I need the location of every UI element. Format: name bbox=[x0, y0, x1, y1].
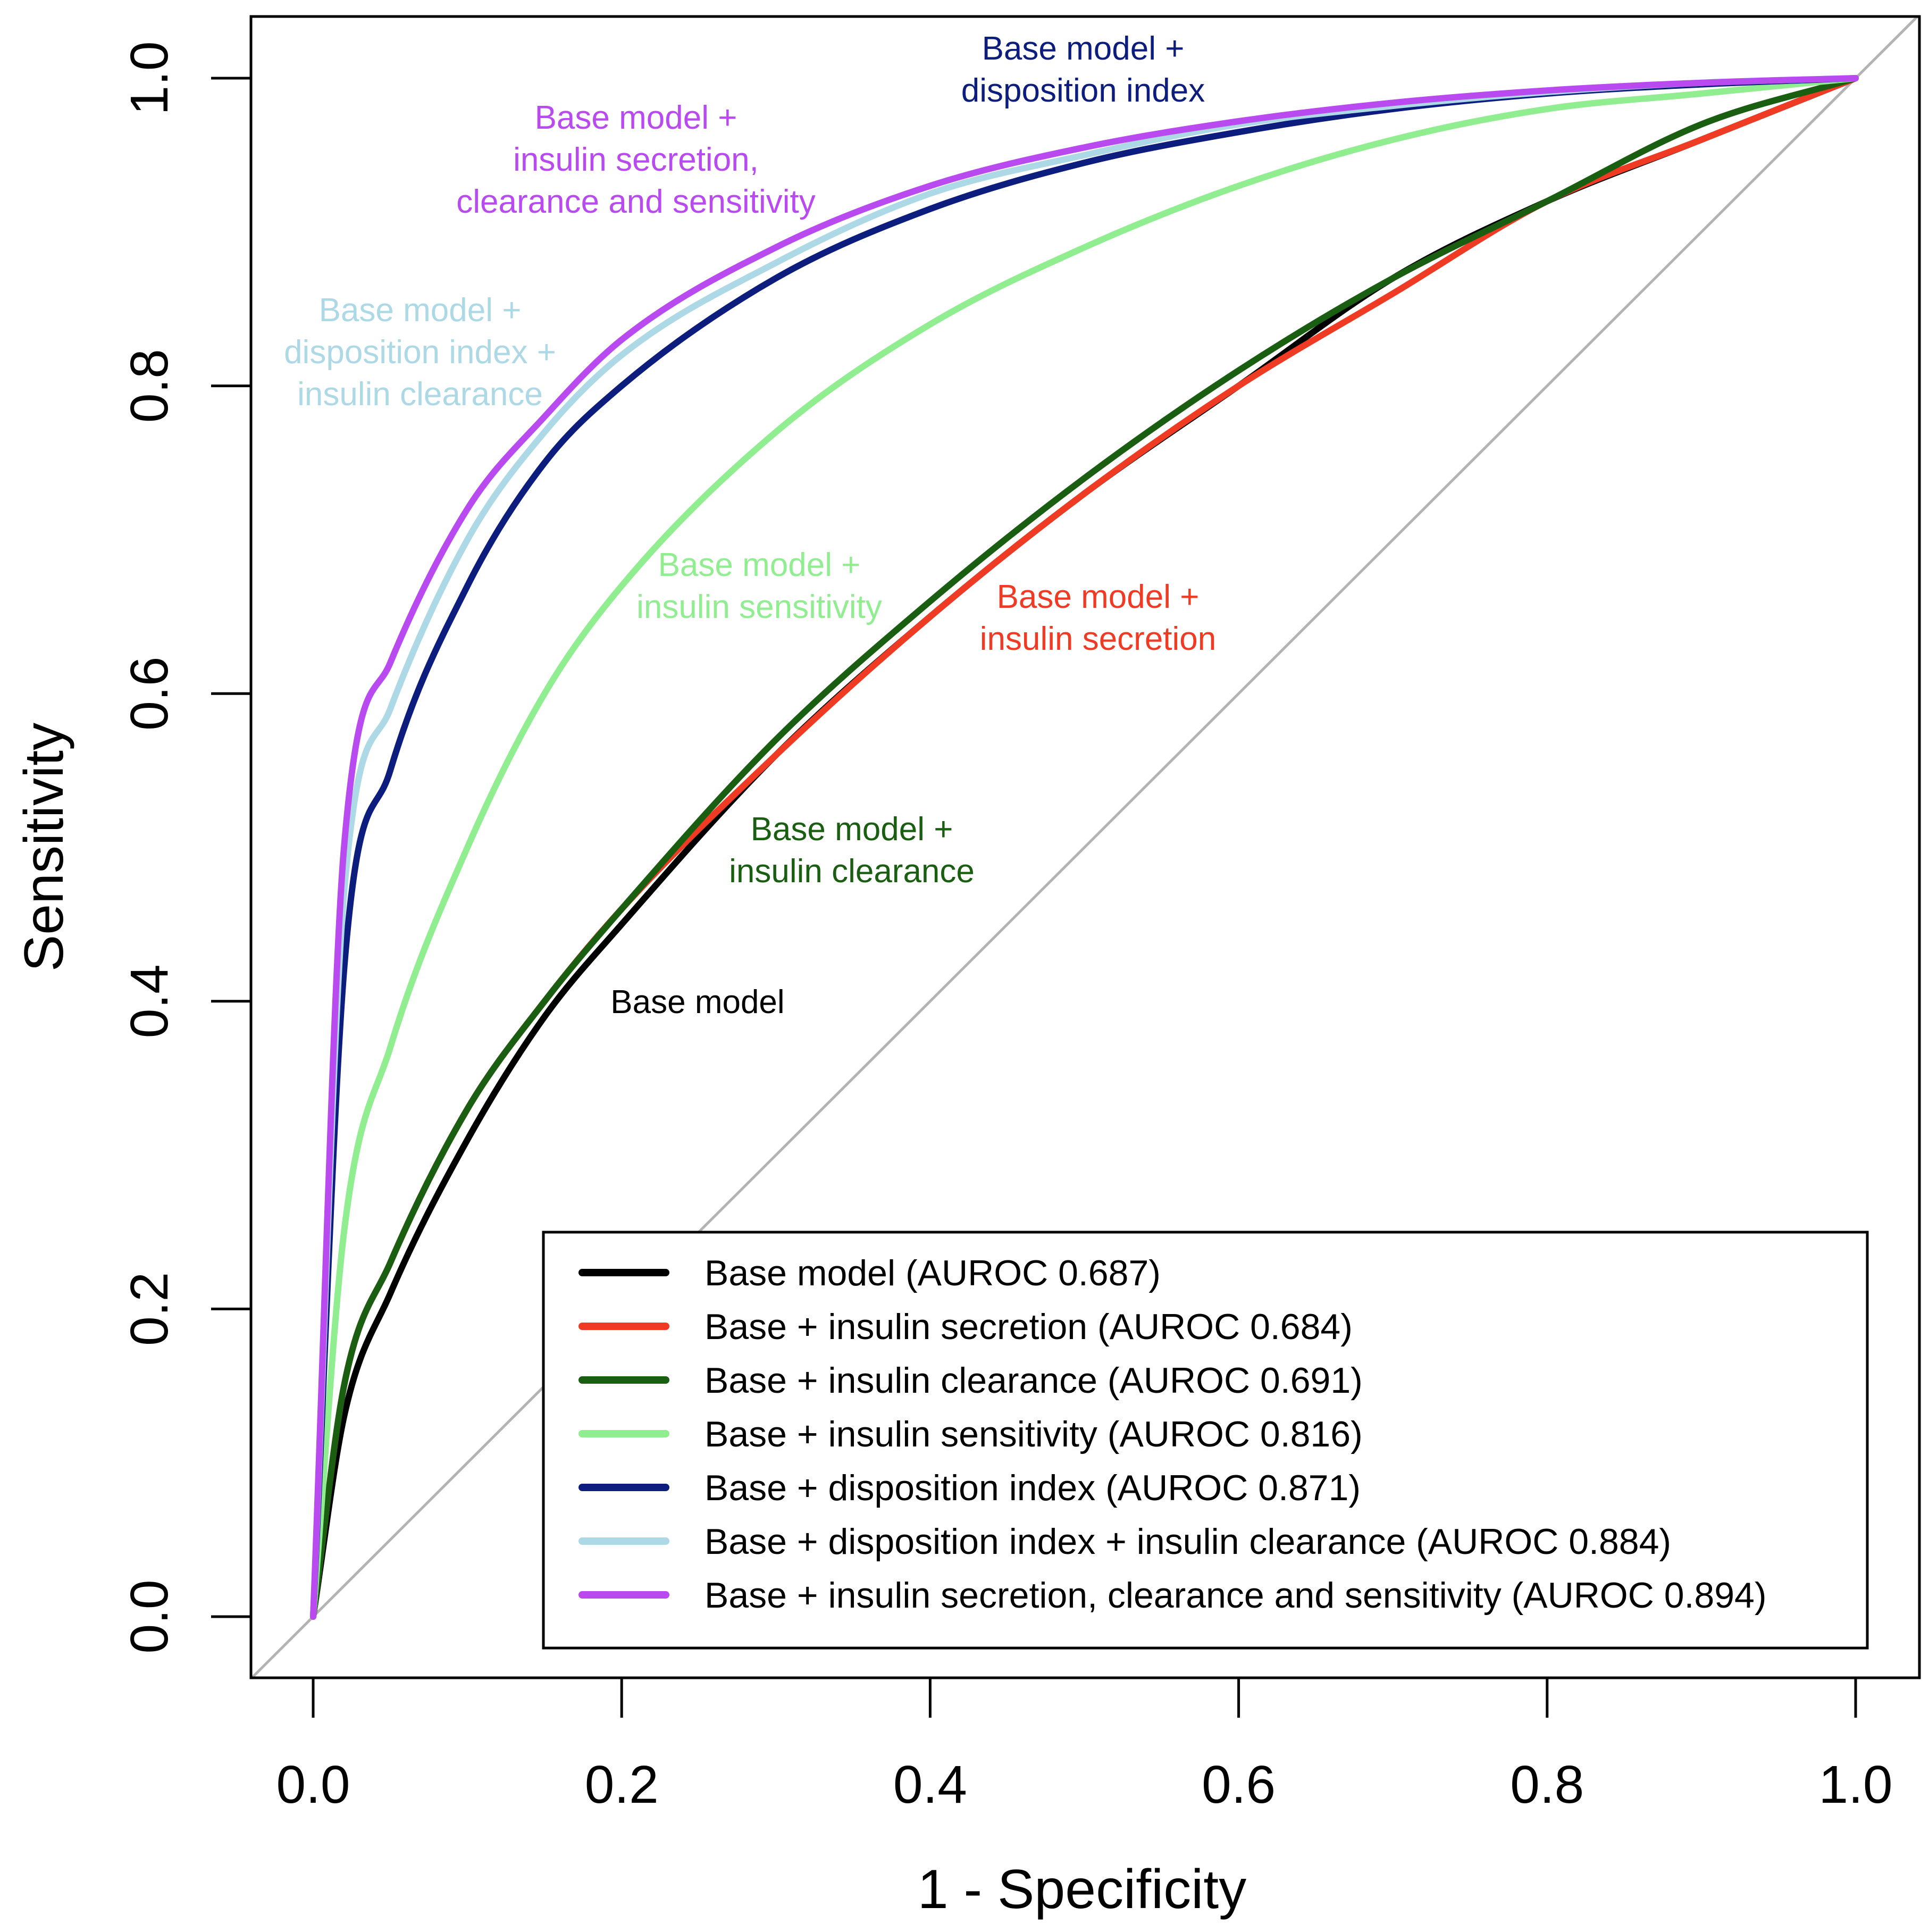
x-tick-label: 0.6 bbox=[1202, 1755, 1276, 1814]
curve-label-series-0: Base model bbox=[610, 984, 784, 1021]
y-tick-label: 0.0 bbox=[120, 1579, 179, 1653]
curve-label-series-5: Base model + bbox=[319, 292, 522, 329]
roc-curve-series-2 bbox=[310, 75, 1859, 1620]
curve-label-series-2: Base model + bbox=[751, 811, 953, 848]
curve-labels: Base model Base model + insulin secretion B… bbox=[284, 30, 1216, 1021]
x-tick-label: 1.0 bbox=[1818, 1755, 1892, 1814]
legend-label-series-2: Base + insulin clearance (AUROC 0.691) bbox=[704, 1360, 1363, 1401]
y-tick-label: 0.6 bbox=[120, 657, 179, 731]
curve-label-series-5: disposition index + bbox=[284, 334, 556, 371]
curve-label-series-5: insulin clearance bbox=[297, 376, 543, 413]
y-tick-label: 1.0 bbox=[120, 41, 179, 115]
curve-label-series-3: Base model + bbox=[658, 547, 861, 583]
x-tick-label: 0.0 bbox=[276, 1755, 350, 1814]
roc-curve-series-3 bbox=[310, 75, 1859, 1620]
curve-label-series-3: insulin sensitivity bbox=[636, 589, 882, 625]
plot-frame bbox=[249, 15, 1921, 1679]
curve-label-series-1: insulin secretion bbox=[980, 621, 1217, 657]
y-tick-label: 0.2 bbox=[120, 1272, 179, 1346]
curve-label-series-4: disposition index bbox=[961, 72, 1205, 109]
legend-label-series-1: Base + insulin secretion (AUROC 0.684) bbox=[704, 1307, 1353, 1347]
curve-label-series-6: insulin secretion, bbox=[513, 141, 759, 178]
legend-label-series-3: Base + insulin sensitivity (AUROC 0.816) bbox=[704, 1414, 1363, 1454]
curve-label-series-6: clearance and sensitivity bbox=[456, 183, 815, 220]
legend-box bbox=[542, 1231, 1869, 1650]
roc-curves bbox=[310, 75, 1859, 1620]
x-tick-label: 0.4 bbox=[893, 1755, 967, 1814]
curve-label-series-4: Base model + bbox=[982, 30, 1185, 67]
y-tick-label: 0.8 bbox=[120, 349, 179, 423]
x-axis-title: 1 - Specificity bbox=[918, 1859, 1246, 1920]
x-tick-label: 0.2 bbox=[585, 1755, 659, 1814]
y-tick-label: 0.4 bbox=[120, 964, 179, 1038]
legend-label-series-4: Base + disposition index (AUROC 0.871) bbox=[704, 1468, 1361, 1508]
legend-label-series-6: Base + insulin secretion, clearance and … bbox=[704, 1575, 1767, 1616]
roc-curve-series-6 bbox=[310, 75, 1859, 1620]
legend-label-series-5: Base + disposition index + insulin clear… bbox=[704, 1521, 1671, 1562]
curve-label-series-6: Base model + bbox=[535, 99, 737, 136]
reference-diagonal-line bbox=[250, 15, 1918, 1679]
y-axis-title: Sensitivity bbox=[13, 723, 75, 972]
curve-label-series-1: Base model + bbox=[997, 579, 1200, 615]
curve-label-series-2: insulin clearance bbox=[729, 853, 975, 890]
legend-label-series-0: Base model (AUROC 0.687) bbox=[704, 1253, 1161, 1293]
x-tick-label: 0.8 bbox=[1510, 1755, 1584, 1814]
legend: Base model (AUROC 0.687) Base + insulin s… bbox=[542, 1231, 1869, 1650]
x-axis-ticks: 0.0 0.2 0.4 0.6 0.8 1.0 bbox=[276, 1676, 1893, 1814]
